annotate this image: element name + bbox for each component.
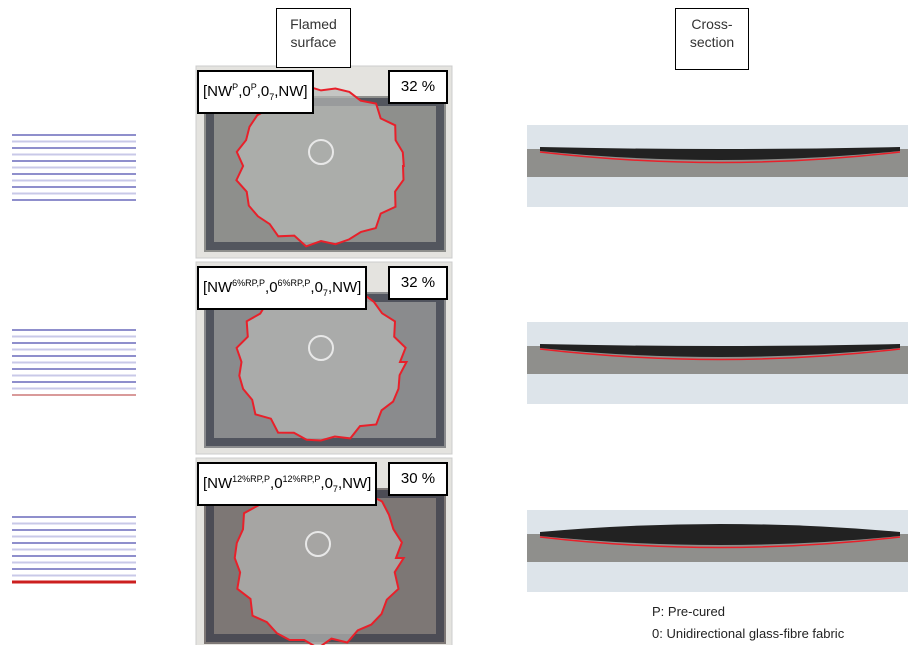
header-box: Flamed surface — [276, 8, 351, 68]
label-part: [NW — [203, 475, 232, 492]
header-box: Cross-section — [675, 8, 749, 70]
damage-percent: 30 % — [388, 462, 448, 496]
label-part: ,NW] — [274, 83, 307, 100]
label-part: ,NW] — [328, 279, 361, 296]
label-part: 12%RP,P — [283, 474, 321, 484]
legend-entry: 0: Unidirectional glass-fibre fabric — [652, 626, 844, 641]
label-part: ,0 — [320, 475, 333, 492]
label-part: 6%RP,P — [232, 278, 265, 288]
damage-percent: 32 % — [388, 70, 448, 104]
layup-label: [NW6%RP,P,06%RP,P,07,NW] — [197, 266, 367, 310]
label-part: ,0 — [310, 279, 323, 296]
label-part: ,0 — [270, 475, 283, 492]
label-part: ,0 — [257, 83, 270, 100]
figure: Flamed surface Cross-section P: Pre-cure… — [0, 0, 909, 645]
figure-art — [0, 0, 909, 645]
label-part: ,0 — [238, 83, 251, 100]
legend-entry: P: Pre-cured — [652, 604, 725, 619]
label-part: 12%RP,P — [232, 474, 270, 484]
damage-percent: 32 % — [388, 266, 448, 300]
label-part: ,0 — [265, 279, 278, 296]
label-part: [NW — [203, 279, 232, 296]
layup-label: [NWP,0P,07,NW] — [197, 70, 314, 114]
label-part: [NW — [203, 83, 232, 100]
label-part: ,NW] — [338, 475, 371, 492]
layup-label: [NW12%RP,P,012%RP,P,07,NW] — [197, 462, 377, 506]
label-part: 6%RP,P — [278, 278, 311, 288]
